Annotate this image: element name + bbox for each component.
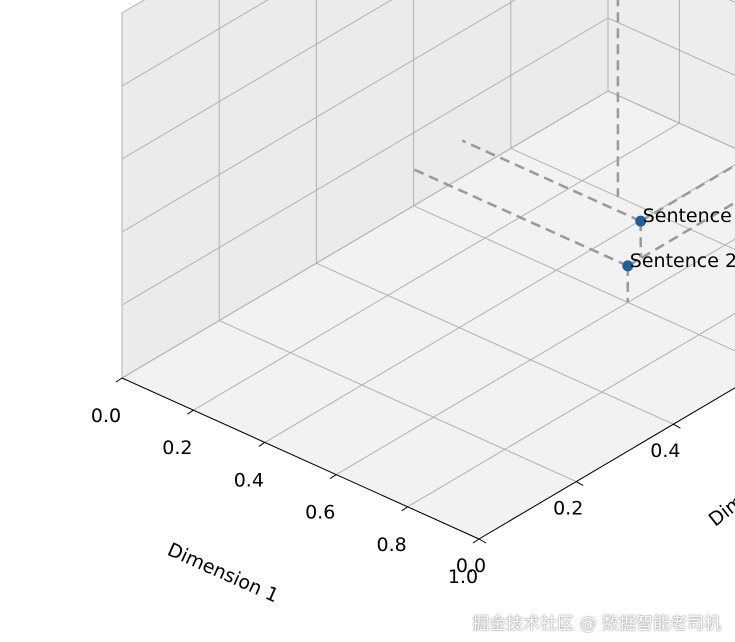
- x-tick-mark: [329, 474, 337, 480]
- back-wall-pane: [608, 0, 735, 149]
- chart-panes: [122, 0, 735, 539]
- grid-line: [121, 0, 393, 160]
- y-tick-mark: [575, 481, 584, 487]
- x-axis-title: Dimension 1: [164, 539, 282, 608]
- grid-line: [121, 0, 269, 87]
- y-tick-label: 0.0: [456, 555, 486, 577]
- point-label: Sentence 2: [630, 250, 735, 272]
- projection-line-x: [413, 168, 629, 268]
- y-axis-title: Dimension 2: [705, 440, 735, 531]
- grid-line: [316, 262, 674, 425]
- grid-line: [121, 90, 609, 379]
- x-tick-mark: [401, 506, 408, 512]
- x-tick-label: 0.4: [234, 469, 264, 491]
- left-wall-pane: [122, 0, 608, 378]
- grid-line: [218, 320, 577, 483]
- x-tick-label: 1.0: [448, 566, 478, 588]
- point-label: Sentence 1: [643, 205, 735, 227]
- data-point: [635, 215, 647, 227]
- grid-line: [413, 205, 735, 352]
- y-tick-mark: [478, 538, 487, 544]
- x-tick-mark: [258, 441, 266, 447]
- watermark: 掘金技术社区 @ 数据智能老司机: [472, 614, 721, 634]
- x-tick-label: 0.6: [305, 502, 335, 524]
- projection-line-x: [461, 139, 642, 223]
- chart-points: [622, 215, 647, 272]
- x-tick-mark: [187, 409, 194, 415]
- grid-line: [407, 312, 735, 508]
- x-tick-label: 0.2: [162, 437, 192, 459]
- x-tick-mark: [472, 538, 480, 544]
- grid-line: [607, 90, 735, 149]
- y-tick-label: 0.4: [650, 440, 680, 462]
- grid-line: [121, 17, 609, 306]
- y-axis-line: [478, 387, 735, 540]
- projection-line-y: [640, 163, 735, 223]
- grid-line: [607, 17, 735, 76]
- y-tick-mark: [673, 423, 681, 429]
- grid-line: [121, 0, 516, 233]
- grid-line: [335, 238, 735, 476]
- projection-line-y: [627, 201, 735, 267]
- x-tick-label: 0.8: [376, 534, 406, 556]
- floor-pane: [122, 91, 735, 539]
- chart-projection-lines: [413, 0, 735, 303]
- chart-labels: Sentence 1Sentence 2Sentence 3: [630, 205, 735, 272]
- data-point: [622, 260, 634, 272]
- y-tick-label: 0.2: [553, 498, 583, 520]
- x-tick-label: 0.0: [91, 405, 121, 427]
- x-axis-line: [121, 377, 480, 540]
- grid-line: [193, 122, 680, 411]
- x-tick-mark: [115, 377, 123, 383]
